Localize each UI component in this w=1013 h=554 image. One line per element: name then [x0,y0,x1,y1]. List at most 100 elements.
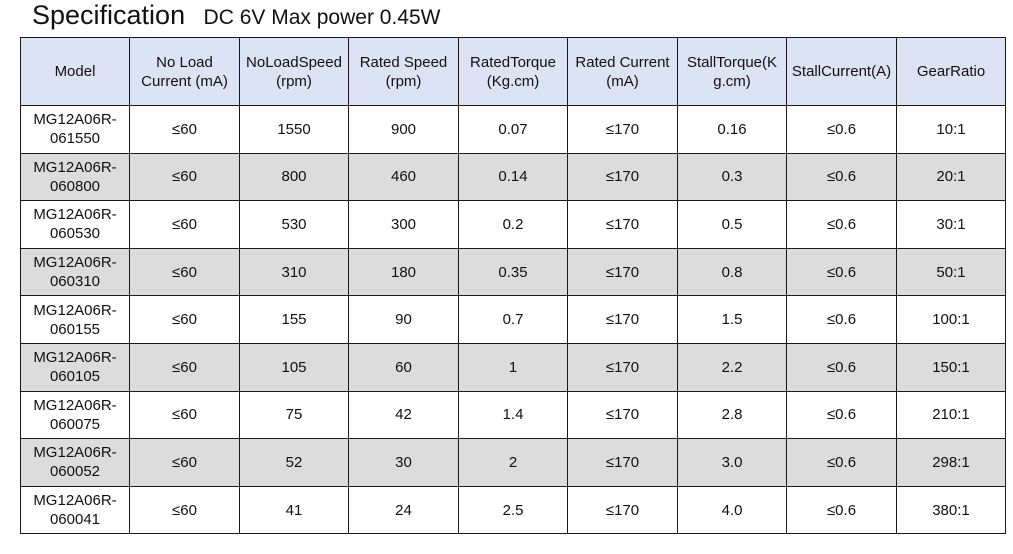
table-row: MG12A06R- 060800 ≤60 800 460 0.14 ≤170 0.3 ≤0.6… [20,152,1006,202]
cell-rated-torque: 0.14 [458,152,568,202]
cell-rated-speed: 42 [348,390,459,440]
cell-model: MG12A06R- 060800 [20,152,130,202]
table-row: MG12A06R- 061550 ≤60 1550 900 0.07 ≤170 0.16 ≤0… [20,105,1006,154]
cell-no-load-speed: 105 [239,342,349,392]
cell-no-load-speed: 310 [239,247,349,297]
cell-no-load-current: ≤60 [129,438,240,487]
cell-no-load-speed: 75 [239,390,349,440]
cell-gear-ratio: 100:1 [896,295,1006,344]
spec-table: Model No Load Current (mA) NoLoadSpeed (… [20,37,1006,535]
cell-rated-current: ≤170 [567,485,678,535]
cell-no-load-speed: 41 [239,485,349,535]
table-row: MG12A06R- 060530 ≤60 530 300 0.2 ≤170 0.5 ≤0.6 3… [20,200,1006,249]
cell-rated-torque: 0.07 [458,105,568,154]
cell-no-load-speed: 52 [239,438,349,487]
cell-gear-ratio: 150:1 [896,342,1006,392]
cell-stall-torque: 0.5 [677,200,787,249]
cell-stall-current: ≤0.6 [786,200,897,249]
cell-stall-current: ≤0.6 [786,342,897,392]
cell-stall-current: ≤0.6 [786,485,897,535]
cell-rated-speed: 300 [348,200,459,249]
cell-no-load-current: ≤60 [129,342,240,392]
cell-model: MG12A06R- 061550 [20,105,130,154]
cell-rated-current: ≤170 [567,342,678,392]
cell-gear-ratio: 20:1 [896,152,1006,202]
cell-model: MG12A06R- 060310 [20,247,130,297]
cell-stall-torque: 3.0 [677,438,787,487]
cell-rated-speed: 30 [348,438,459,487]
table-row: MG12A06R- 060075 ≤60 75 42 1.4 ≤170 2.8 ≤0.6 210… [20,390,1006,440]
cell-rated-speed: 60 [348,342,459,392]
cell-stall-torque: 4.0 [677,485,787,535]
cell-gear-ratio: 380:1 [896,485,1006,535]
table-row: MG12A06R- 060155 ≤60 155 90 0.7 ≤170 1.5 ≤0.6 10… [20,295,1006,344]
table-row: MG12A06R- 060041 ≤60 41 24 2.5 ≤170 4.0 ≤0.6 380… [20,485,1006,535]
cell-rated-current: ≤170 [567,390,678,440]
cell-stall-current: ≤0.6 [786,438,897,487]
cell-rated-torque: 0.7 [458,295,568,344]
header-stall-torque: StallTorque(K g.cm) [677,37,787,106]
cell-rated-torque: 2.5 [458,485,568,535]
cell-stall-torque: 1.5 [677,295,787,344]
header-model: Model [20,37,130,106]
cell-no-load-speed: 155 [239,295,349,344]
table-row: MG12A06R- 060310 ≤60 310 180 0.35 ≤170 0.8 ≤0.6… [20,247,1006,297]
cell-rated-speed: 180 [348,247,459,297]
cell-gear-ratio: 50:1 [896,247,1006,297]
cell-no-load-current: ≤60 [129,485,240,535]
cell-no-load-current: ≤60 [129,390,240,440]
cell-stall-current: ≤0.6 [786,390,897,440]
cell-no-load-speed: 800 [239,152,349,202]
table-header-row: Model No Load Current (mA) NoLoadSpeed (… [20,37,1006,106]
cell-stall-torque: 2.8 [677,390,787,440]
cell-model: MG12A06R- 060155 [20,295,130,344]
cell-gear-ratio: 210:1 [896,390,1006,440]
cell-stall-torque: 2.2 [677,342,787,392]
cell-gear-ratio: 30:1 [896,200,1006,249]
cell-stall-current: ≤0.6 [786,152,897,202]
title-subtitle: DC 6V Max power 0.45W [203,6,441,29]
cell-rated-torque: 0.2 [458,200,568,249]
header-rated-torque: RatedTorque (Kg.cm) [458,37,568,106]
cell-rated-speed: 460 [348,152,459,202]
title-main: Specification [32,0,186,30]
table-row: MG12A06R- 060105 ≤60 105 60 1 ≤170 2.2 ≤0.6 150:… [20,342,1006,392]
cell-no-load-current: ≤60 [129,247,240,297]
header-no-load-speed: NoLoadSpeed (rpm) [239,37,349,106]
cell-rated-speed: 900 [348,105,459,154]
header-rated-speed: Rated Speed (rpm) [348,37,459,106]
cell-no-load-current: ≤60 [129,200,240,249]
cell-model: MG12A06R- 060052 [20,438,130,487]
cell-model: MG12A06R- 060105 [20,342,130,392]
cell-rated-torque: 1.4 [458,390,568,440]
cell-rated-torque: 1 [458,342,568,392]
cell-rated-speed: 24 [348,485,459,535]
cell-no-load-current: ≤60 [129,105,240,154]
cell-rated-current: ≤170 [567,295,678,344]
cell-stall-torque: 0.3 [677,152,787,202]
cell-rated-current: ≤170 [567,105,678,154]
cell-no-load-speed: 1550 [239,105,349,154]
cell-rated-current: ≤170 [567,200,678,249]
cell-stall-torque: 0.16 [677,105,787,154]
cell-no-load-current: ≤60 [129,295,240,344]
cell-stall-current: ≤0.6 [786,105,897,154]
cell-gear-ratio: 298:1 [896,438,1006,487]
cell-stall-current: ≤0.6 [786,247,897,297]
cell-rated-torque: 0.35 [458,247,568,297]
cell-rated-speed: 90 [348,295,459,344]
page-title: Specification DC 6V Max power 0.45W [32,0,440,36]
cell-rated-torque: 2 [458,438,568,487]
table-row: MG12A06R- 060052 ≤60 52 30 2 ≤170 3.0 ≤0.6 298:1 [20,438,1006,487]
header-no-load-current: No Load Current (mA) [129,37,240,106]
cell-gear-ratio: 10:1 [896,105,1006,154]
cell-stall-current: ≤0.6 [786,295,897,344]
cell-model: MG12A06R- 060075 [20,390,130,440]
cell-no-load-current: ≤60 [129,152,240,202]
header-rated-current: Rated Current (mA) [567,37,678,106]
cell-rated-current: ≤170 [567,152,678,202]
cell-stall-torque: 0.8 [677,247,787,297]
cell-model: MG12A06R- 060041 [20,485,130,535]
cell-rated-current: ≤170 [567,247,678,297]
cell-no-load-speed: 530 [239,200,349,249]
